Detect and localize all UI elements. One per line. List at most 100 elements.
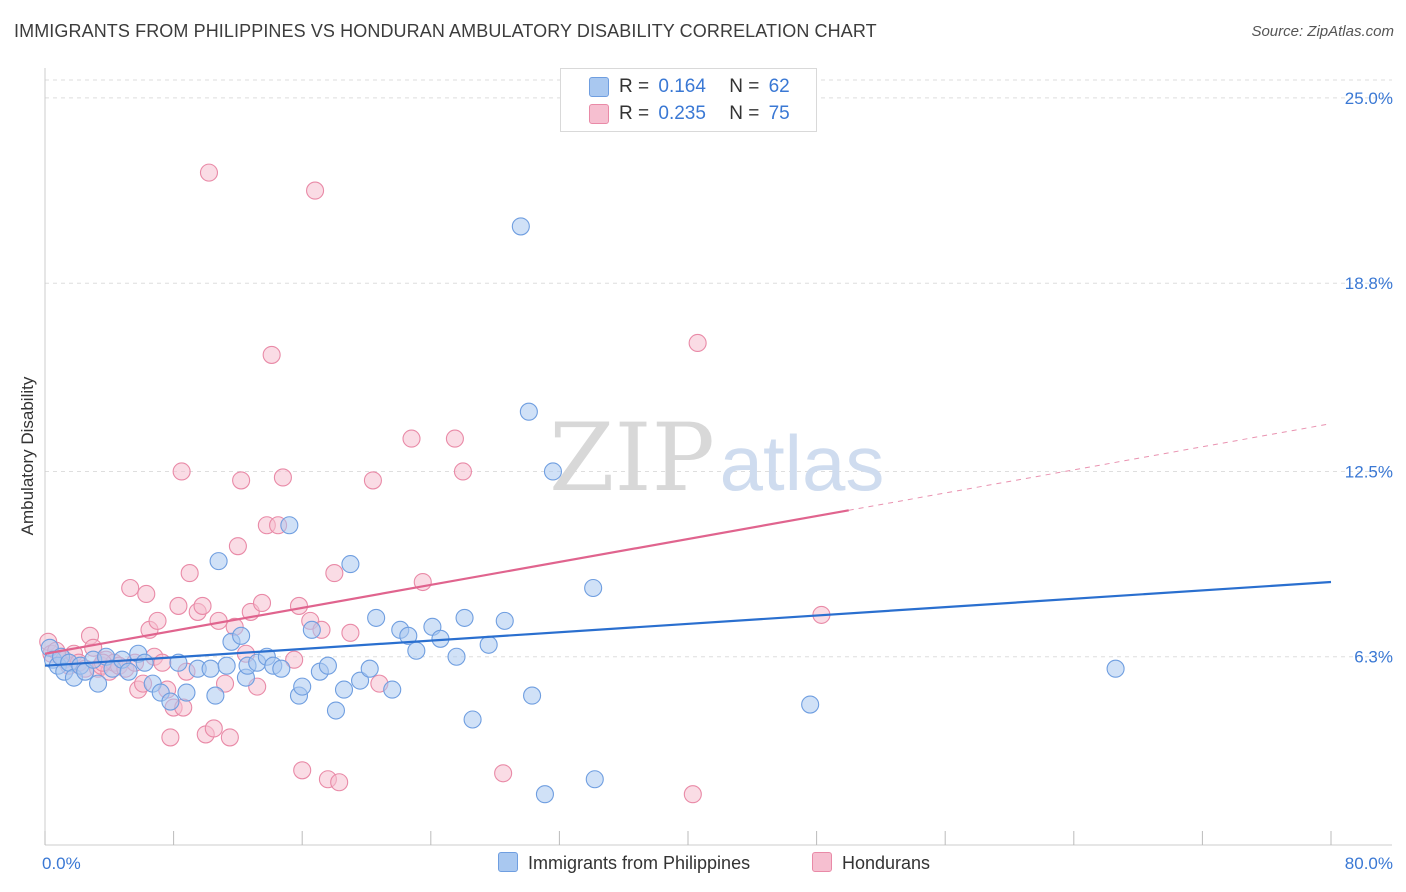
trend-lines [44, 423, 1332, 667]
legend-label: Immigrants from Philippines [528, 853, 751, 873]
legend-swatch-blue [589, 77, 609, 97]
chart-source: Source: ZipAtlas.com [1251, 23, 1394, 40]
philippines-point [585, 770, 604, 789]
hondurans-point [252, 593, 272, 612]
hondurans-point [121, 578, 140, 598]
legend-item-hondurans: Hondurans [812, 852, 930, 874]
legend-swatch-pink [812, 852, 832, 872]
legend-n-label: N = [729, 76, 760, 97]
philippines-point [495, 611, 514, 630]
legend-label: Hondurans [842, 853, 931, 873]
philippines-points [40, 217, 1125, 804]
legend-swatch-pink [589, 104, 609, 124]
philippines-point [334, 680, 354, 699]
philippines-point [280, 516, 299, 535]
hondurans-point [306, 181, 325, 200]
hondurans-point [402, 429, 421, 448]
philippines-point [201, 659, 220, 678]
philippines-point [206, 686, 225, 705]
watermark-zip: ZIP [549, 404, 715, 513]
philippines-point [383, 680, 402, 699]
hondurans-trend-extension [848, 423, 1332, 511]
philippines-point [523, 686, 542, 705]
correlation-legend: R = 0.164 N = 62 R = 0.235 N = 75 [560, 68, 817, 132]
y-tick-label: 12.5% [1345, 462, 1393, 481]
hondurans-point [161, 728, 180, 747]
hondurans-point [341, 623, 360, 642]
philippines-point [293, 677, 312, 696]
philippines-point [177, 683, 196, 702]
hondurans-point [232, 471, 251, 490]
legend-r-value: 0.235 [658, 103, 706, 124]
philippines-point [161, 692, 180, 711]
hondurans-point [330, 773, 349, 792]
y-tick-label: 6.3% [1354, 648, 1393, 667]
philippines-point [326, 701, 346, 720]
hondurans-point [215, 674, 235, 693]
hondurans-point [363, 471, 382, 490]
axes [44, 68, 1392, 846]
hondurans-point [169, 596, 188, 615]
hondurans-point [289, 596, 309, 615]
hondurans-trend-line [44, 509, 849, 655]
hondurans-point [445, 429, 464, 448]
x-tick-label: 80.0% [1345, 854, 1393, 873]
philippines-point [584, 578, 603, 598]
philippines-point [463, 710, 482, 729]
hondurans-point [285, 650, 304, 669]
x-tick-label: 0.0% [42, 854, 81, 873]
philippines-point [169, 653, 188, 672]
legend-item-philippines: Immigrants from Philippines [498, 852, 750, 874]
hondurans-point [688, 333, 707, 353]
philippines-point [455, 608, 474, 627]
philippines-point [447, 647, 466, 666]
chart-title: IMMIGRANTS FROM PHILIPPINES VS HONDURAN … [14, 21, 877, 41]
legend-r-label: R = [619, 103, 650, 124]
philippines-point [1106, 659, 1125, 678]
philippines-trend-line [44, 580, 1332, 667]
legend-r-value: 0.164 [658, 76, 706, 97]
legend-n-value: 75 [768, 103, 790, 124]
legend-n-value: 62 [768, 76, 790, 97]
hondurans-point [494, 764, 513, 783]
philippines-point [407, 641, 426, 660]
hondurans-point [325, 564, 344, 583]
philippines-point [318, 656, 337, 675]
hondurans-point [204, 719, 223, 738]
philippines-point [341, 555, 360, 574]
philippines-point [272, 659, 291, 678]
legend-r-label: R = [619, 76, 650, 97]
philippines-point [801, 695, 820, 714]
hondurans-point [220, 728, 239, 747]
legend-n-label: N = [729, 103, 760, 124]
hondurans-point [228, 537, 247, 556]
grid-lines [45, 79, 1392, 658]
hondurans-point [453, 462, 473, 481]
philippines-point [360, 659, 379, 678]
y-tick-label: 25.0% [1345, 89, 1393, 108]
hondurans-point [137, 584, 156, 604]
philippines-point [543, 462, 563, 481]
hondurans-point [683, 785, 702, 804]
philippines-point [302, 620, 321, 639]
philippines-point [88, 674, 108, 693]
hondurans-point [199, 163, 219, 182]
hondurans-point [262, 345, 281, 364]
philippines-point [119, 662, 138, 681]
hondurans-point [273, 468, 292, 487]
y-tick-label: 18.8% [1345, 274, 1393, 293]
philippines-point [535, 785, 554, 804]
hondurans-point [293, 761, 312, 780]
philippines-point [351, 671, 370, 690]
philippines-point [479, 635, 498, 654]
hondurans-point [180, 564, 199, 583]
philippines-point [232, 626, 251, 645]
legend-swatch-blue [498, 852, 518, 872]
y-axis-label: Ambulatory Disability [18, 376, 37, 536]
philippines-point [519, 402, 538, 421]
watermark: ZIP atlas [549, 404, 884, 513]
philippines-point [367, 608, 386, 627]
watermark-atlas: atlas [720, 419, 885, 507]
hondurans-point [172, 462, 191, 481]
